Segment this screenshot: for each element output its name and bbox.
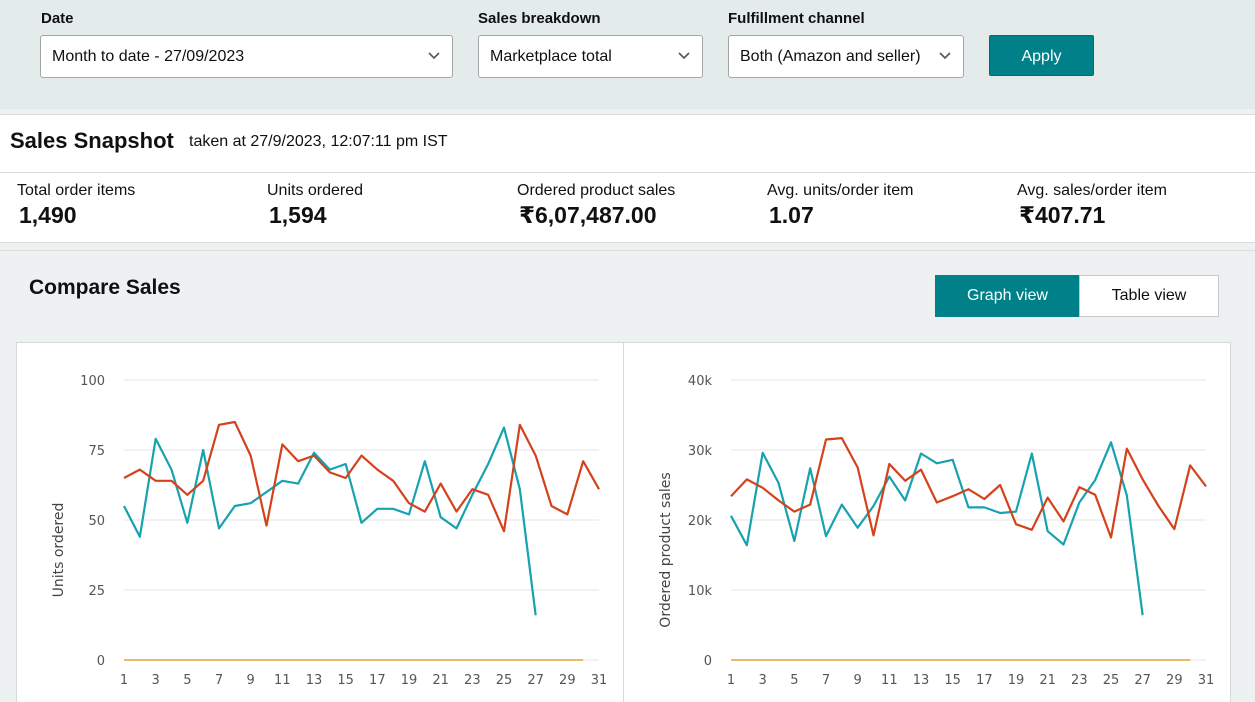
x-tick-label: 27 <box>527 673 544 688</box>
series-line-teal <box>123 426 537 616</box>
y-tick-label: 25 <box>88 584 105 599</box>
x-tick-label: 3 <box>759 673 767 688</box>
channel-select-value: Both (Amazon and seller) <box>740 48 921 65</box>
metric-avg-units-per-order-item: Avg. units/order item 1.07 <box>767 182 913 229</box>
metric-units-ordered: Units ordered 1,594 <box>267 182 363 229</box>
filters-bar: Date Month to date - 27/09/2023 Sales br… <box>0 0 1255 109</box>
units-ordered-chart-panel: 0 25 50 75 100 1 3 5 7 9 11 13 15 17 19 21 23 25 27 29 31 Uni… <box>16 342 624 702</box>
snapshot-timestamp: taken at 27/9/2023, 12:07:11 pm IST <box>189 133 448 150</box>
y-tick-label: 0 <box>97 654 105 669</box>
x-tick-label: 9 <box>247 673 255 688</box>
snapshot-title: Sales Snapshot <box>10 128 174 153</box>
x-tick-label: 5 <box>790 673 798 688</box>
metric-ordered-product-sales: Ordered product sales ₹6,07,487.00 <box>517 182 675 229</box>
metric-value: ₹6,07,487.00 <box>519 202 657 228</box>
x-tick-label: 23 <box>1071 673 1088 688</box>
x-tick-label: 13 <box>306 673 323 688</box>
channel-filter-label: Fulfillment channel <box>728 10 865 27</box>
y-axis-label: Units ordered <box>51 503 67 598</box>
x-tick-label: 13 <box>913 673 930 688</box>
y-tick-label: 50 <box>88 514 105 529</box>
chevron-down-icon <box>939 52 951 60</box>
x-tick-label: 9 <box>854 673 862 688</box>
y-axis-label: Ordered product sales <box>658 472 674 627</box>
y-tick-label: 40k <box>688 374 713 389</box>
x-tick-label: 25 <box>1103 673 1120 688</box>
y-tick-label: 100 <box>80 374 105 389</box>
x-tick-label: 25 <box>496 673 513 688</box>
x-tick-label: 7 <box>822 673 830 688</box>
x-tick-label: 1 <box>120 673 128 688</box>
date-select-value: Month to date - 27/09/2023 <box>52 48 245 65</box>
ordered-product-sales-chart-panel: 0 10k 20k 30k 40k 1 3 5 7 9 11 13 15 17 19 21 23 25 27 29 31… <box>623 342 1231 702</box>
x-tick-label: 31 <box>591 673 608 688</box>
x-tick-label: 19 <box>1008 673 1025 688</box>
compare-sales-title: Compare Sales <box>29 276 181 299</box>
metric-value: ₹407.71 <box>1019 202 1106 228</box>
metric-value: 1,594 <box>269 202 327 228</box>
x-tick-label: 19 <box>401 673 418 688</box>
x-tick-label: 21 <box>1039 673 1056 688</box>
x-tick-label: 7 <box>215 673 223 688</box>
breakdown-select[interactable]: Marketplace total <box>478 35 703 78</box>
y-tick-label: 10k <box>688 584 713 599</box>
x-tick-label: 15 <box>337 673 354 688</box>
x-tick-label: 3 <box>152 673 160 688</box>
x-tick-label: 15 <box>944 673 961 688</box>
x-tick-label: 31 <box>1198 673 1215 688</box>
x-tick-label: 11 <box>274 673 291 688</box>
breakdown-filter-label: Sales breakdown <box>478 10 601 27</box>
x-tick-label: 11 <box>881 673 898 688</box>
sales-snapshot-header: Sales Snapshot taken at 27/9/2023, 12:07… <box>0 114 1255 172</box>
x-tick-label: 17 <box>976 673 993 688</box>
metric-label: Total order items <box>17 182 136 199</box>
apply-button[interactable]: Apply <box>989 35 1094 76</box>
series-line-orange <box>730 436 1207 539</box>
metric-label: Ordered product sales <box>517 182 676 199</box>
x-tick-label: 23 <box>464 673 481 688</box>
y-tick-label: 20k <box>688 514 713 529</box>
x-tick-label: 5 <box>183 673 191 688</box>
x-tick-label: 21 <box>432 673 449 688</box>
metric-label: Units ordered <box>267 182 364 199</box>
snapshot-metrics: Total order items 1,490 Units ordered 1,… <box>0 172 1255 243</box>
metric-value: 1.07 <box>769 202 814 228</box>
x-tick-label: 29 <box>1166 673 1183 688</box>
x-tick-label: 27 <box>1134 673 1151 688</box>
series-line-teal <box>730 441 1144 616</box>
metric-avg-sales-per-order-item: Avg. sales/order item ₹407.71 <box>1017 182 1167 229</box>
x-tick-label: 17 <box>369 673 386 688</box>
metric-label: Avg. units/order item <box>767 182 914 199</box>
date-filter-label: Date <box>41 10 74 27</box>
date-select[interactable]: Month to date - 27/09/2023 <box>40 35 453 78</box>
channel-select[interactable]: Both (Amazon and seller) <box>728 35 964 78</box>
breakdown-select-value: Marketplace total <box>490 48 612 65</box>
metric-value: 1,490 <box>19 202 77 228</box>
metric-total-order-items: Total order items 1,490 <box>17 182 135 229</box>
y-tick-label: 30k <box>688 444 713 459</box>
y-tick-label: 75 <box>88 444 105 459</box>
graph-view-tab[interactable]: Graph view <box>935 275 1080 317</box>
chevron-down-icon <box>678 52 690 60</box>
table-view-tab[interactable]: Table view <box>1079 275 1219 317</box>
chevron-down-icon <box>428 52 440 60</box>
y-tick-label: 0 <box>704 654 712 669</box>
series-line-orange <box>123 420 600 533</box>
metric-label: Avg. sales/order item <box>1017 182 1167 199</box>
x-tick-label: 1 <box>727 673 735 688</box>
x-tick-label: 29 <box>559 673 576 688</box>
